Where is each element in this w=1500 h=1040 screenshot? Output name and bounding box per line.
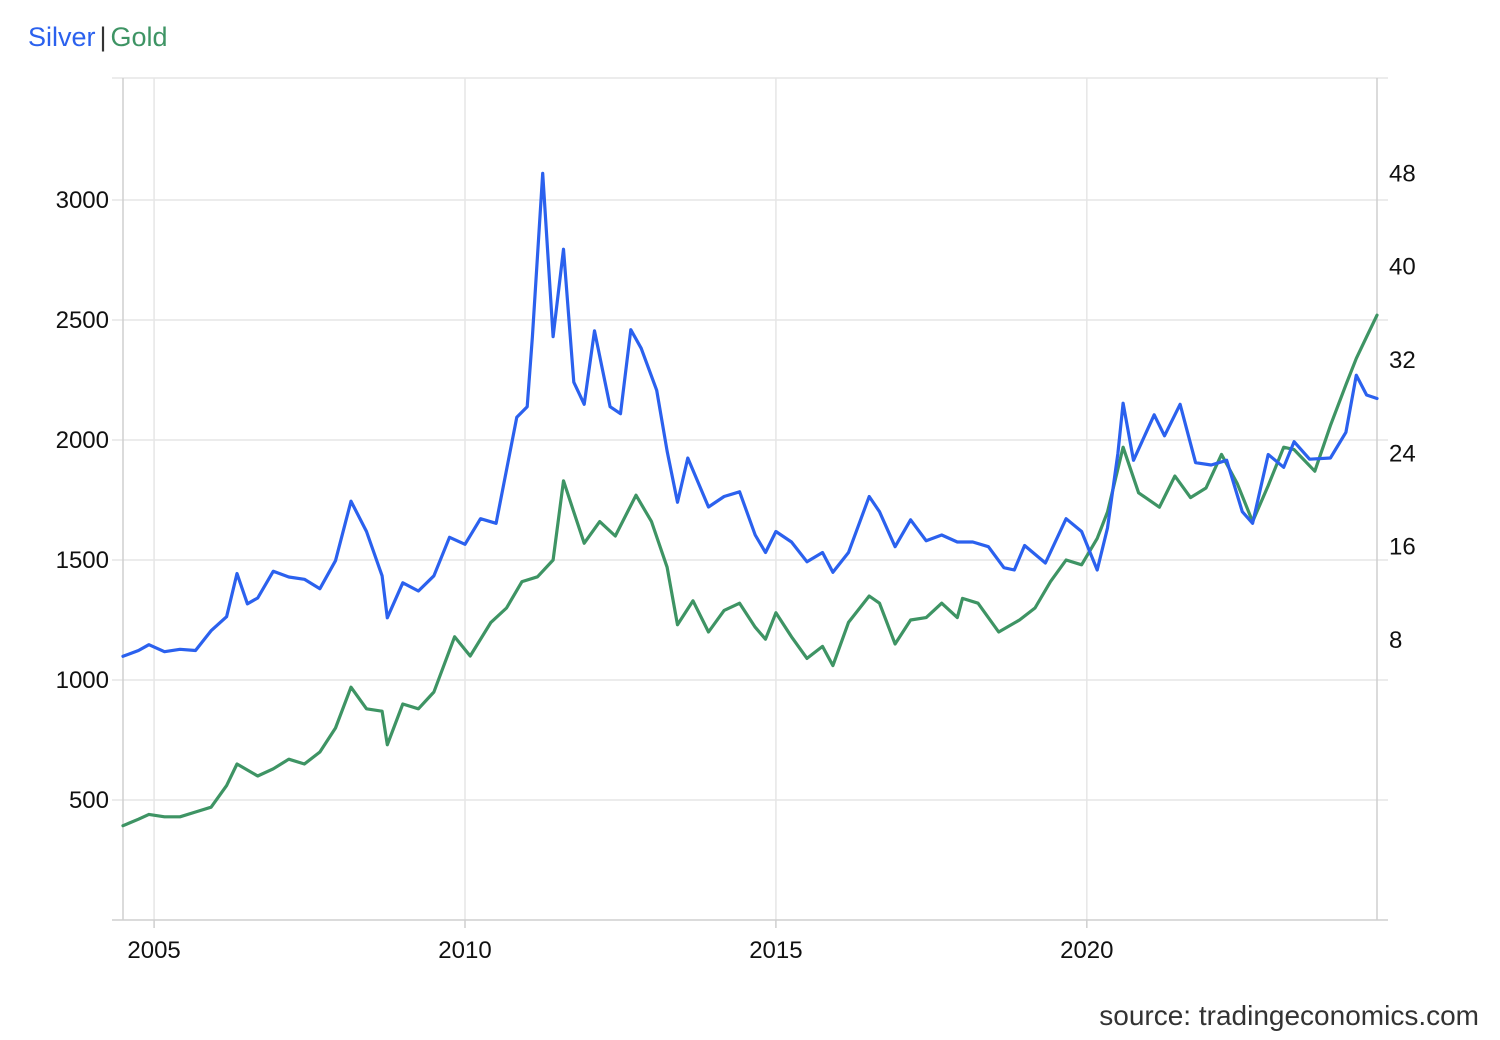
series-lines (121, 171, 1379, 828)
left-tick-label: 1500 (56, 547, 109, 574)
right-axis-tick-labels: 8 16 24 32 40 48 (1389, 160, 1416, 654)
left-tick-label: 500 (69, 787, 109, 814)
silver-series-line (121, 171, 1379, 658)
right-tick-label: 16 (1389, 534, 1416, 561)
x-tick-label: 2015 (749, 937, 802, 964)
x-tick-label: 2020 (1060, 937, 1113, 964)
right-tick-label: 8 (1389, 627, 1402, 654)
left-tick-label: 2000 (56, 427, 109, 454)
right-tick-label: 24 (1389, 440, 1416, 467)
right-tick-label: 48 (1389, 160, 1416, 187)
left-tick-label: 3000 (56, 187, 109, 214)
left-tick-label: 2500 (56, 307, 109, 334)
x-tick-label: 2010 (438, 937, 491, 964)
source-credit: source: tradingeconomics.com (1099, 1000, 1479, 1031)
legend-gold[interactable]: Gold (110, 22, 168, 52)
right-tick-label: 32 (1389, 347, 1416, 374)
chart-legend: Silver | Gold (28, 22, 168, 53)
legend-silver[interactable]: Silver (28, 22, 96, 52)
left-tick-label: 1000 (56, 667, 109, 694)
grid-lines (112, 77, 1388, 920)
right-tick-label: 40 (1389, 254, 1416, 281)
x-axis-tick-labels: 2005 2010 2015 2020 (127, 937, 1113, 964)
gold-series-line (121, 313, 1379, 828)
left-axis-tick-labels: 500 1000 1500 2000 2500 3000 (56, 187, 109, 814)
x-tick-label: 2005 (127, 937, 180, 964)
legend-separator: | (99, 22, 107, 52)
axes (112, 78, 1388, 928)
